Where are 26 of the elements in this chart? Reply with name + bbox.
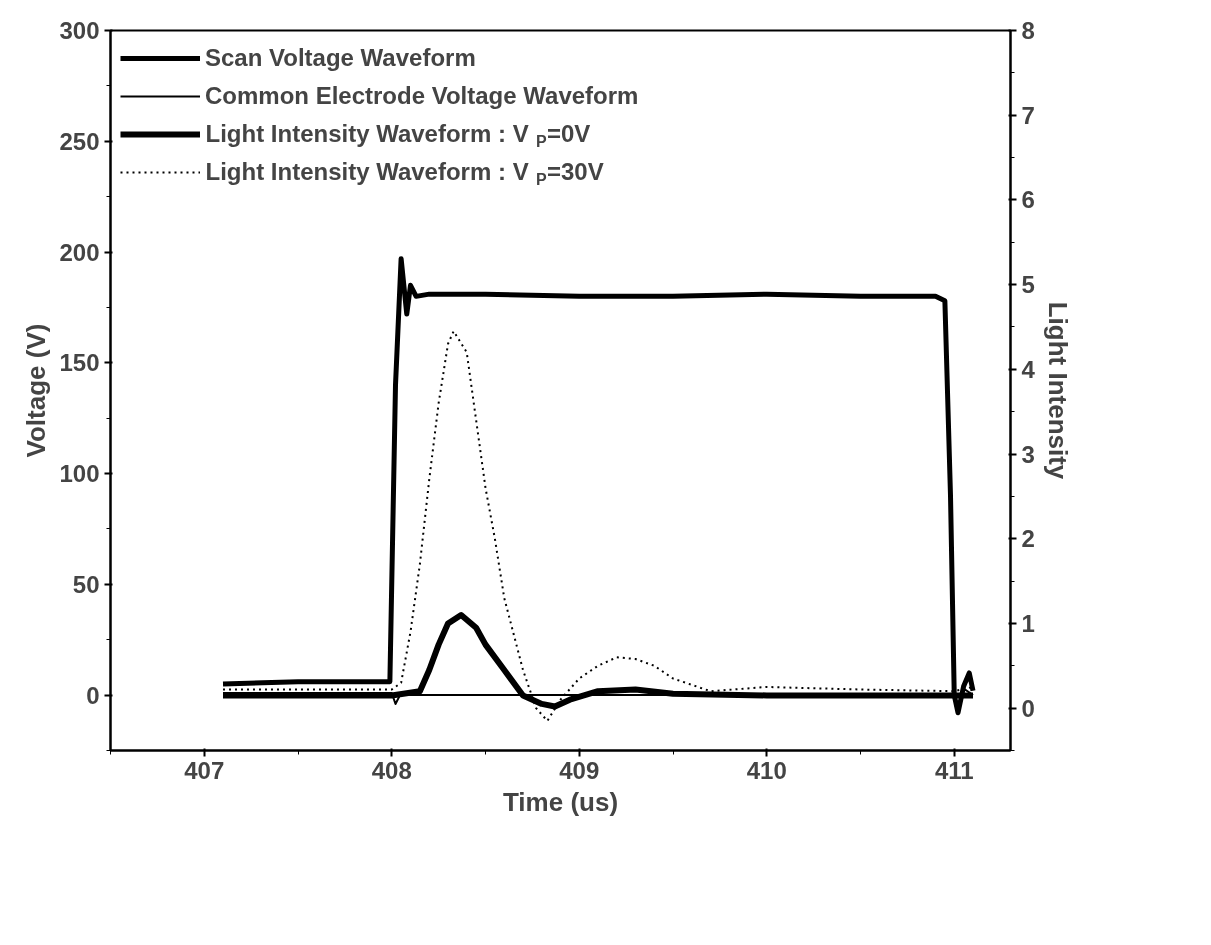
- x-axis-title: Time (us): [502, 786, 619, 817]
- y-tick-label: 250: [59, 127, 100, 155]
- y2-tick-label: 4: [1021, 355, 1036, 383]
- y2-tick-label: 7: [1021, 101, 1035, 129]
- x-tick-label: 408: [371, 756, 412, 784]
- y2-tick-label: 1: [1021, 609, 1035, 637]
- y2-tick-label: 3: [1021, 440, 1035, 468]
- y2-tick-label: 5: [1021, 271, 1035, 299]
- y-tick-label: 50: [72, 570, 100, 598]
- y-tick-label: 0: [86, 681, 100, 709]
- y-tick-label: 100: [59, 460, 100, 488]
- y2-tick-label: 0: [1021, 694, 1035, 722]
- y-tick-label: 300: [59, 17, 100, 44]
- y-tick-label: 200: [59, 238, 100, 266]
- y2-tick-label: 6: [1021, 186, 1035, 214]
- y-axis-title: Voltage (V): [21, 323, 52, 458]
- y2-axis-title: Light Intensity: [1042, 301, 1073, 480]
- legend-label: Common Electrode Voltage Waveform: [205, 81, 639, 111]
- y-tick-label: 150: [59, 349, 100, 377]
- x-tick-label: 409: [559, 756, 600, 784]
- legend-label: Scan Voltage Waveform: [205, 43, 476, 73]
- x-tick-label: 407: [184, 756, 225, 784]
- y2-tick-label: 8: [1021, 17, 1035, 44]
- x-tick-label: 411: [934, 756, 974, 784]
- x-tick-label: 410: [746, 756, 787, 784]
- y2-tick-label: 2: [1021, 525, 1035, 553]
